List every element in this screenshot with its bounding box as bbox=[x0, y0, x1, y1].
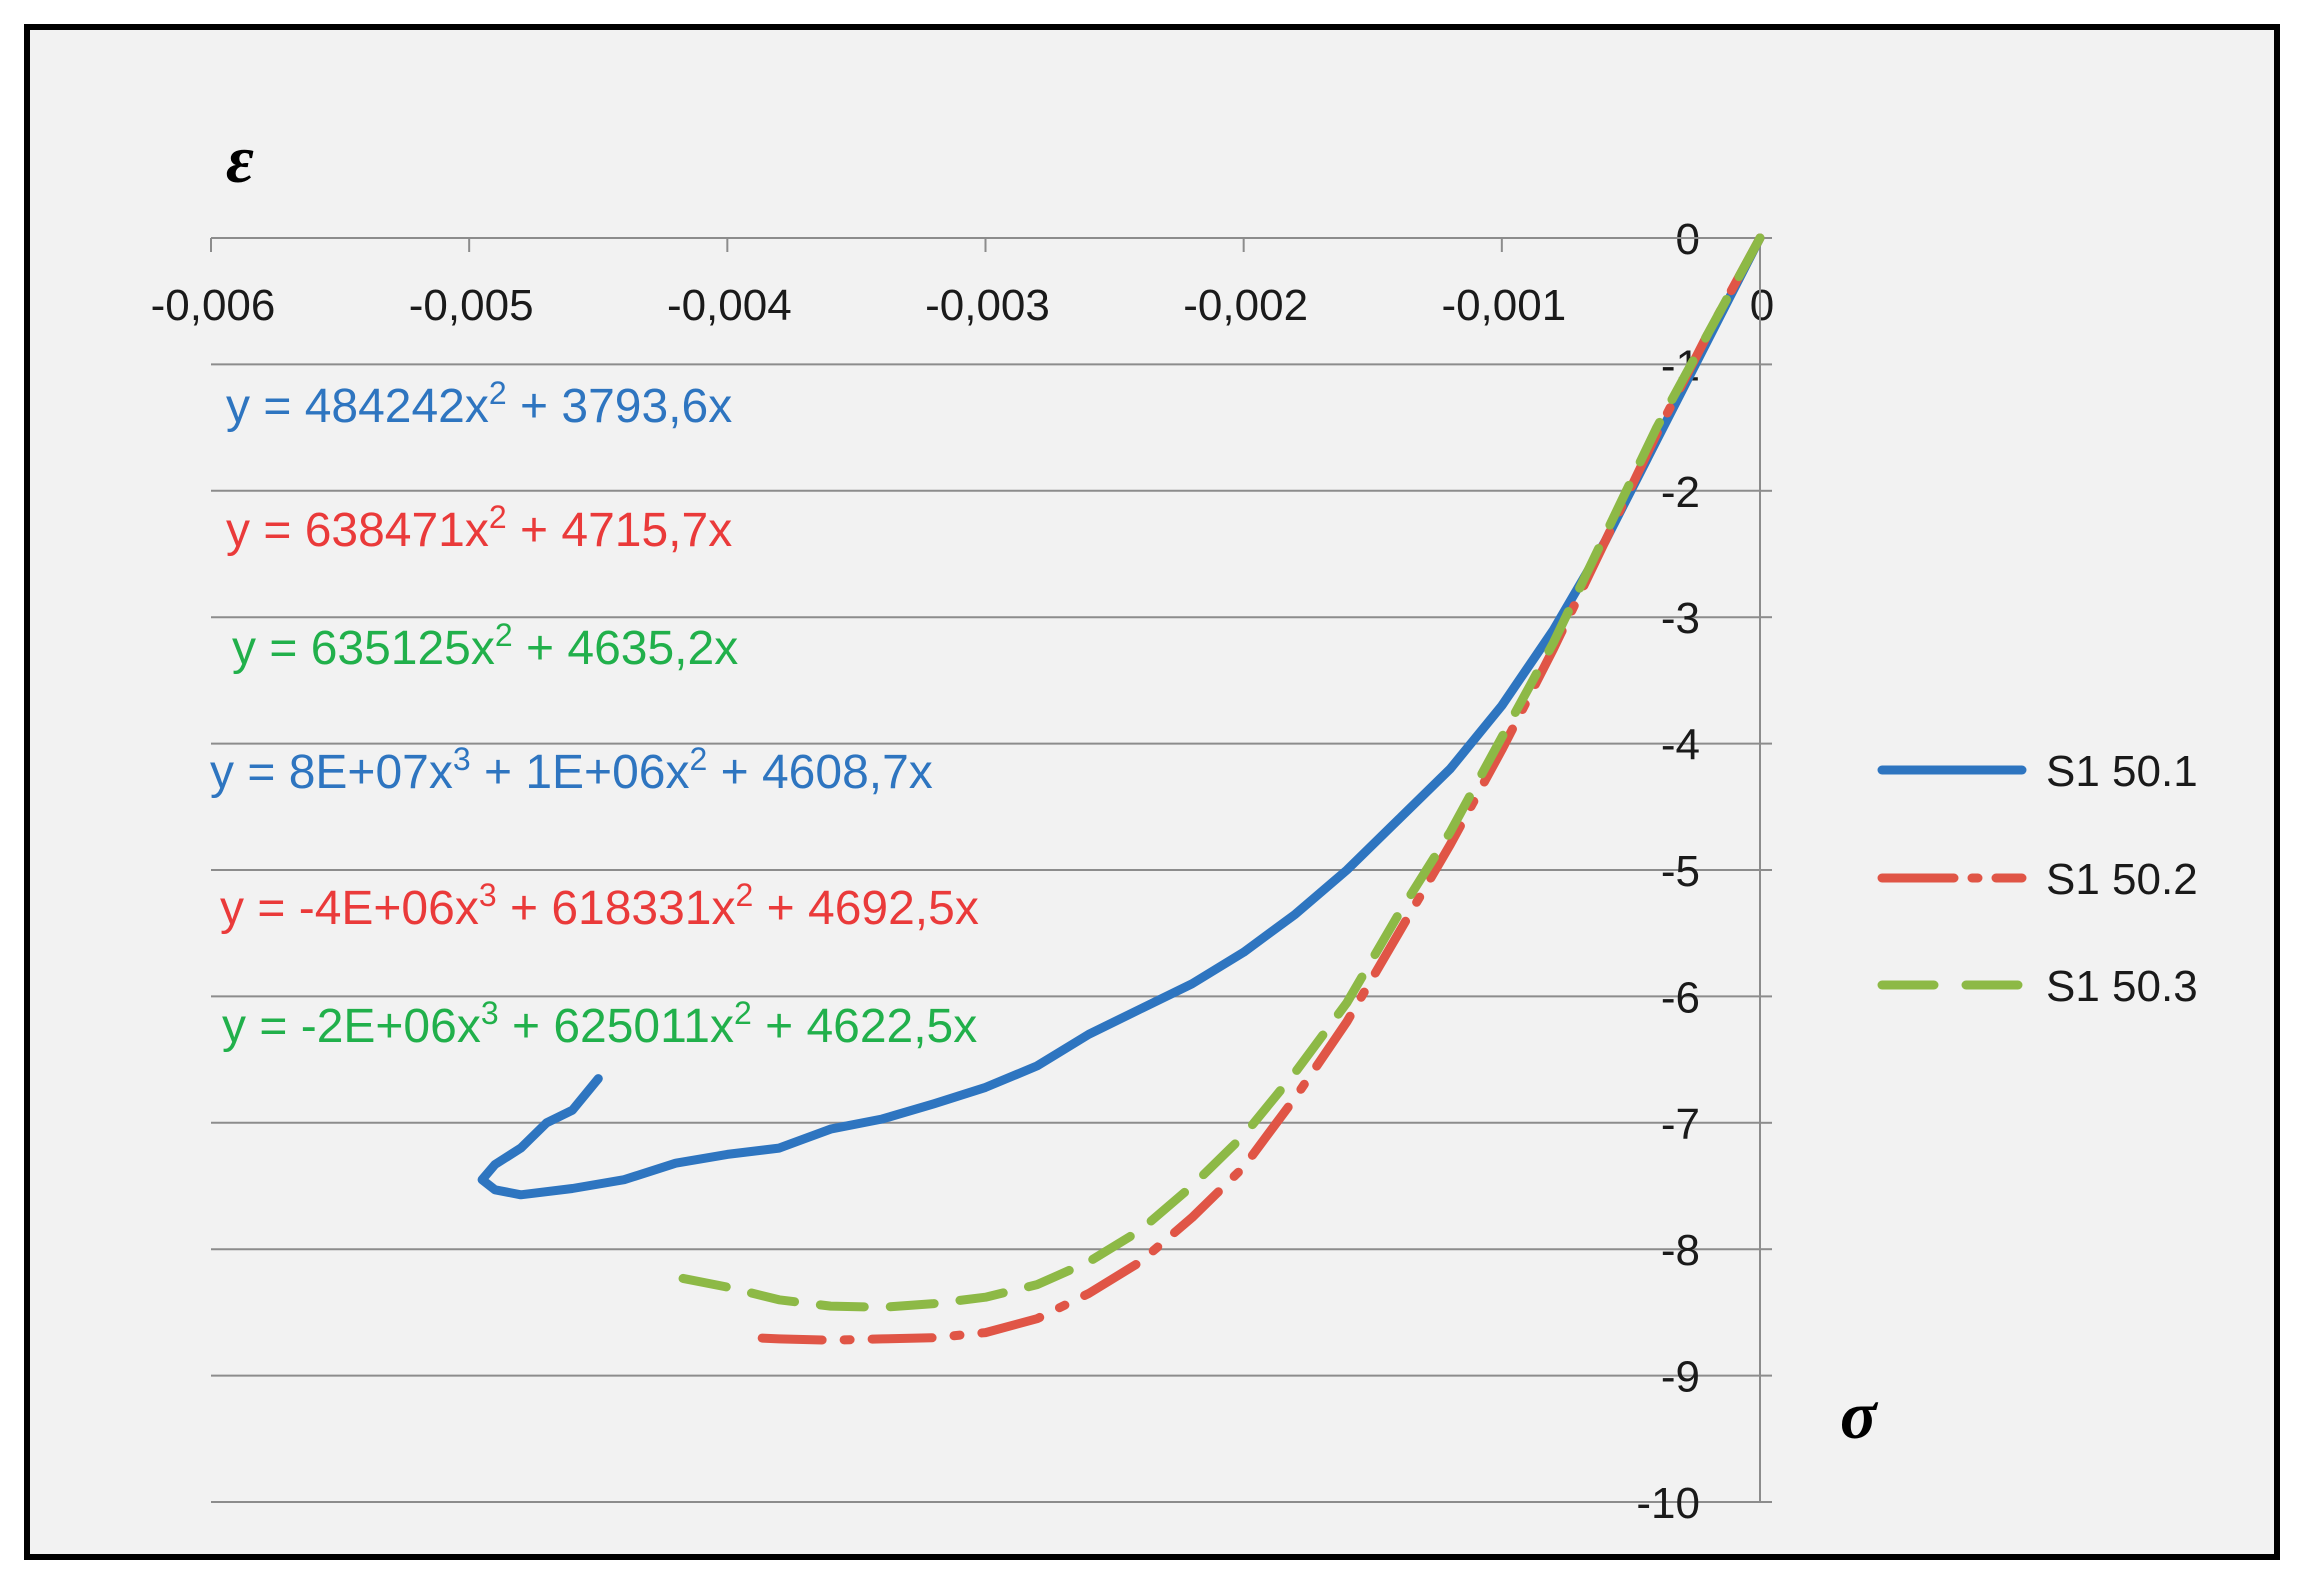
trendline-equation: y = 484242x2 + 3793,6x bbox=[226, 375, 732, 433]
trendline-equations: y = 484242x2 + 3793,6x y = 638471x2 + 471… bbox=[210, 375, 979, 1053]
y-tick-label: -3 bbox=[1661, 594, 1700, 643]
y-axis-title: ε bbox=[226, 121, 254, 197]
x-axis-title: σ bbox=[1840, 1377, 1879, 1453]
y-tick-label: -6 bbox=[1661, 973, 1700, 1022]
y-tick-label: -8 bbox=[1661, 1226, 1700, 1275]
y-tick-label: -7 bbox=[1661, 1100, 1700, 1149]
x-tick-label: -0,004 bbox=[667, 281, 792, 330]
legend: S1 50.1 S1 50.2 S1 50.3 bbox=[1877, 747, 2198, 1011]
chart-frame bbox=[24, 24, 2280, 1560]
x-tick-label: -0,002 bbox=[1183, 281, 1308, 330]
y-tick-label: -10 bbox=[1636, 1479, 1700, 1528]
x-tick-label: 0 bbox=[1750, 281, 1774, 330]
legend-label: S1 50.1 bbox=[2046, 747, 2198, 796]
x-tick-label: -0,003 bbox=[925, 281, 1050, 330]
x-tick-label: -0,005 bbox=[409, 281, 534, 330]
gridlines bbox=[211, 363, 1760, 1503]
trendline-equation: y = 635125x2 + 4635,2x bbox=[232, 617, 738, 675]
x-tick-label: -0,006 bbox=[151, 281, 276, 330]
legend-label: S1 50.3 bbox=[2046, 962, 2198, 1011]
legend-label: S1 50.2 bbox=[2046, 855, 2198, 904]
trendline-equation: y = -2E+06x3 + 625011x2 + 4622,5x bbox=[222, 995, 977, 1053]
series-line bbox=[671, 233, 1765, 1312]
trendline-equation: y = 638471x2 + 4715,7x bbox=[226, 499, 732, 557]
series-lines bbox=[477, 233, 1765, 1345]
y-tick-label: 0 bbox=[1676, 215, 1700, 264]
y-tick-label: -5 bbox=[1661, 847, 1700, 896]
series-line bbox=[477, 233, 1765, 1200]
y-tick-label: -2 bbox=[1661, 468, 1700, 517]
trendline-equation: y = 8E+07x3 + 1E+06x2 + 4608,7x bbox=[210, 741, 933, 799]
axes: 0-1-2-3-4-5-6-7-8-9-10-0,006 -0,005 -0,004… bbox=[151, 215, 1775, 1528]
y-tick-label: -4 bbox=[1661, 721, 1700, 770]
trendline-equation: y = -4E+06x3 + 618331x2 + 4692,5x bbox=[220, 877, 979, 935]
y-tick-label: -9 bbox=[1661, 1353, 1700, 1402]
x-tick-label: -0,001 bbox=[1441, 281, 1566, 330]
